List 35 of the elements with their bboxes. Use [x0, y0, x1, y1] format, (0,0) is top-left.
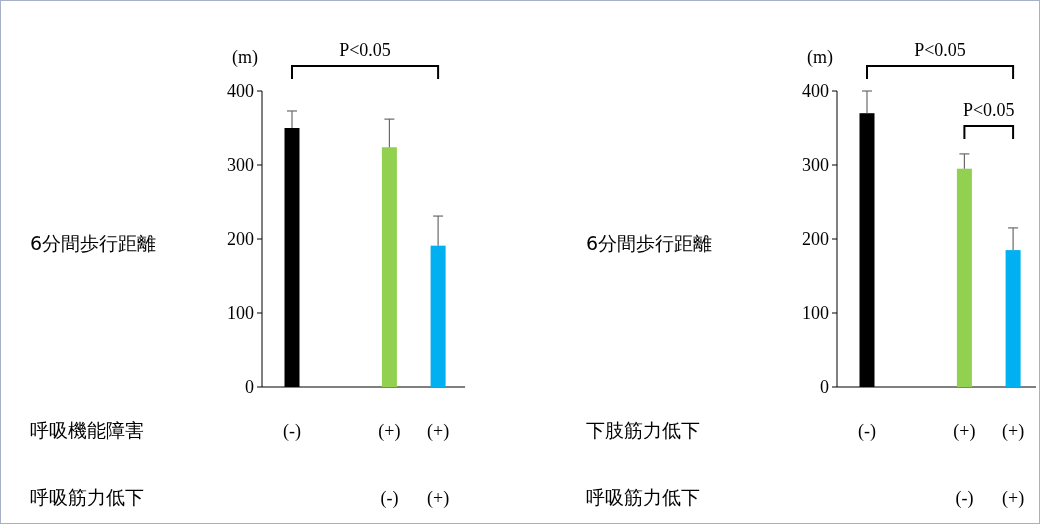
- text: P<0.05: [339, 40, 391, 60]
- y-tick-label: 400: [227, 81, 254, 101]
- x-tick-label: (+): [1002, 421, 1025, 442]
- y-tick-label: 100: [227, 303, 254, 323]
- bar: [430, 245, 446, 387]
- y-tick-label: 0: [245, 377, 254, 397]
- y-tick-label: 0: [820, 377, 829, 397]
- y-tick-label: 300: [802, 155, 829, 175]
- text: (+): [1002, 488, 1025, 509]
- text: 呼吸機能障害: [30, 419, 144, 441]
- x-tick-label: (-): [858, 421, 876, 442]
- y-tick-label: 400: [802, 81, 829, 101]
- text: (m): [232, 47, 258, 68]
- bar: [956, 168, 972, 387]
- x-tick-label: (+): [378, 421, 401, 442]
- y-tick-label: 300: [227, 155, 254, 175]
- y-tick-label: 200: [227, 229, 254, 249]
- y-axis-title: 6分間歩行距離: [30, 232, 157, 254]
- text: P<0.05: [914, 40, 966, 60]
- text: (-): [955, 488, 974, 509]
- y-tick-label: 100: [802, 303, 829, 323]
- text: (-): [380, 488, 399, 509]
- y-axis-title: 6分間歩行距離: [586, 232, 713, 254]
- text: (m): [807, 47, 833, 68]
- annotation: P<0.05: [962, 100, 1015, 120]
- text: (+): [427, 488, 450, 509]
- text: 呼吸筋力低下: [30, 486, 144, 508]
- text: 下肢筋力低下: [586, 419, 700, 441]
- y-tick-label: 200: [802, 229, 829, 249]
- text: 呼吸筋力低下: [586, 486, 700, 508]
- x-tick-label: (+): [953, 421, 976, 442]
- x-tick-label: (-): [283, 421, 301, 442]
- x-tick-label: (+): [427, 421, 450, 442]
- bar: [1005, 250, 1021, 387]
- bar: [381, 147, 397, 387]
